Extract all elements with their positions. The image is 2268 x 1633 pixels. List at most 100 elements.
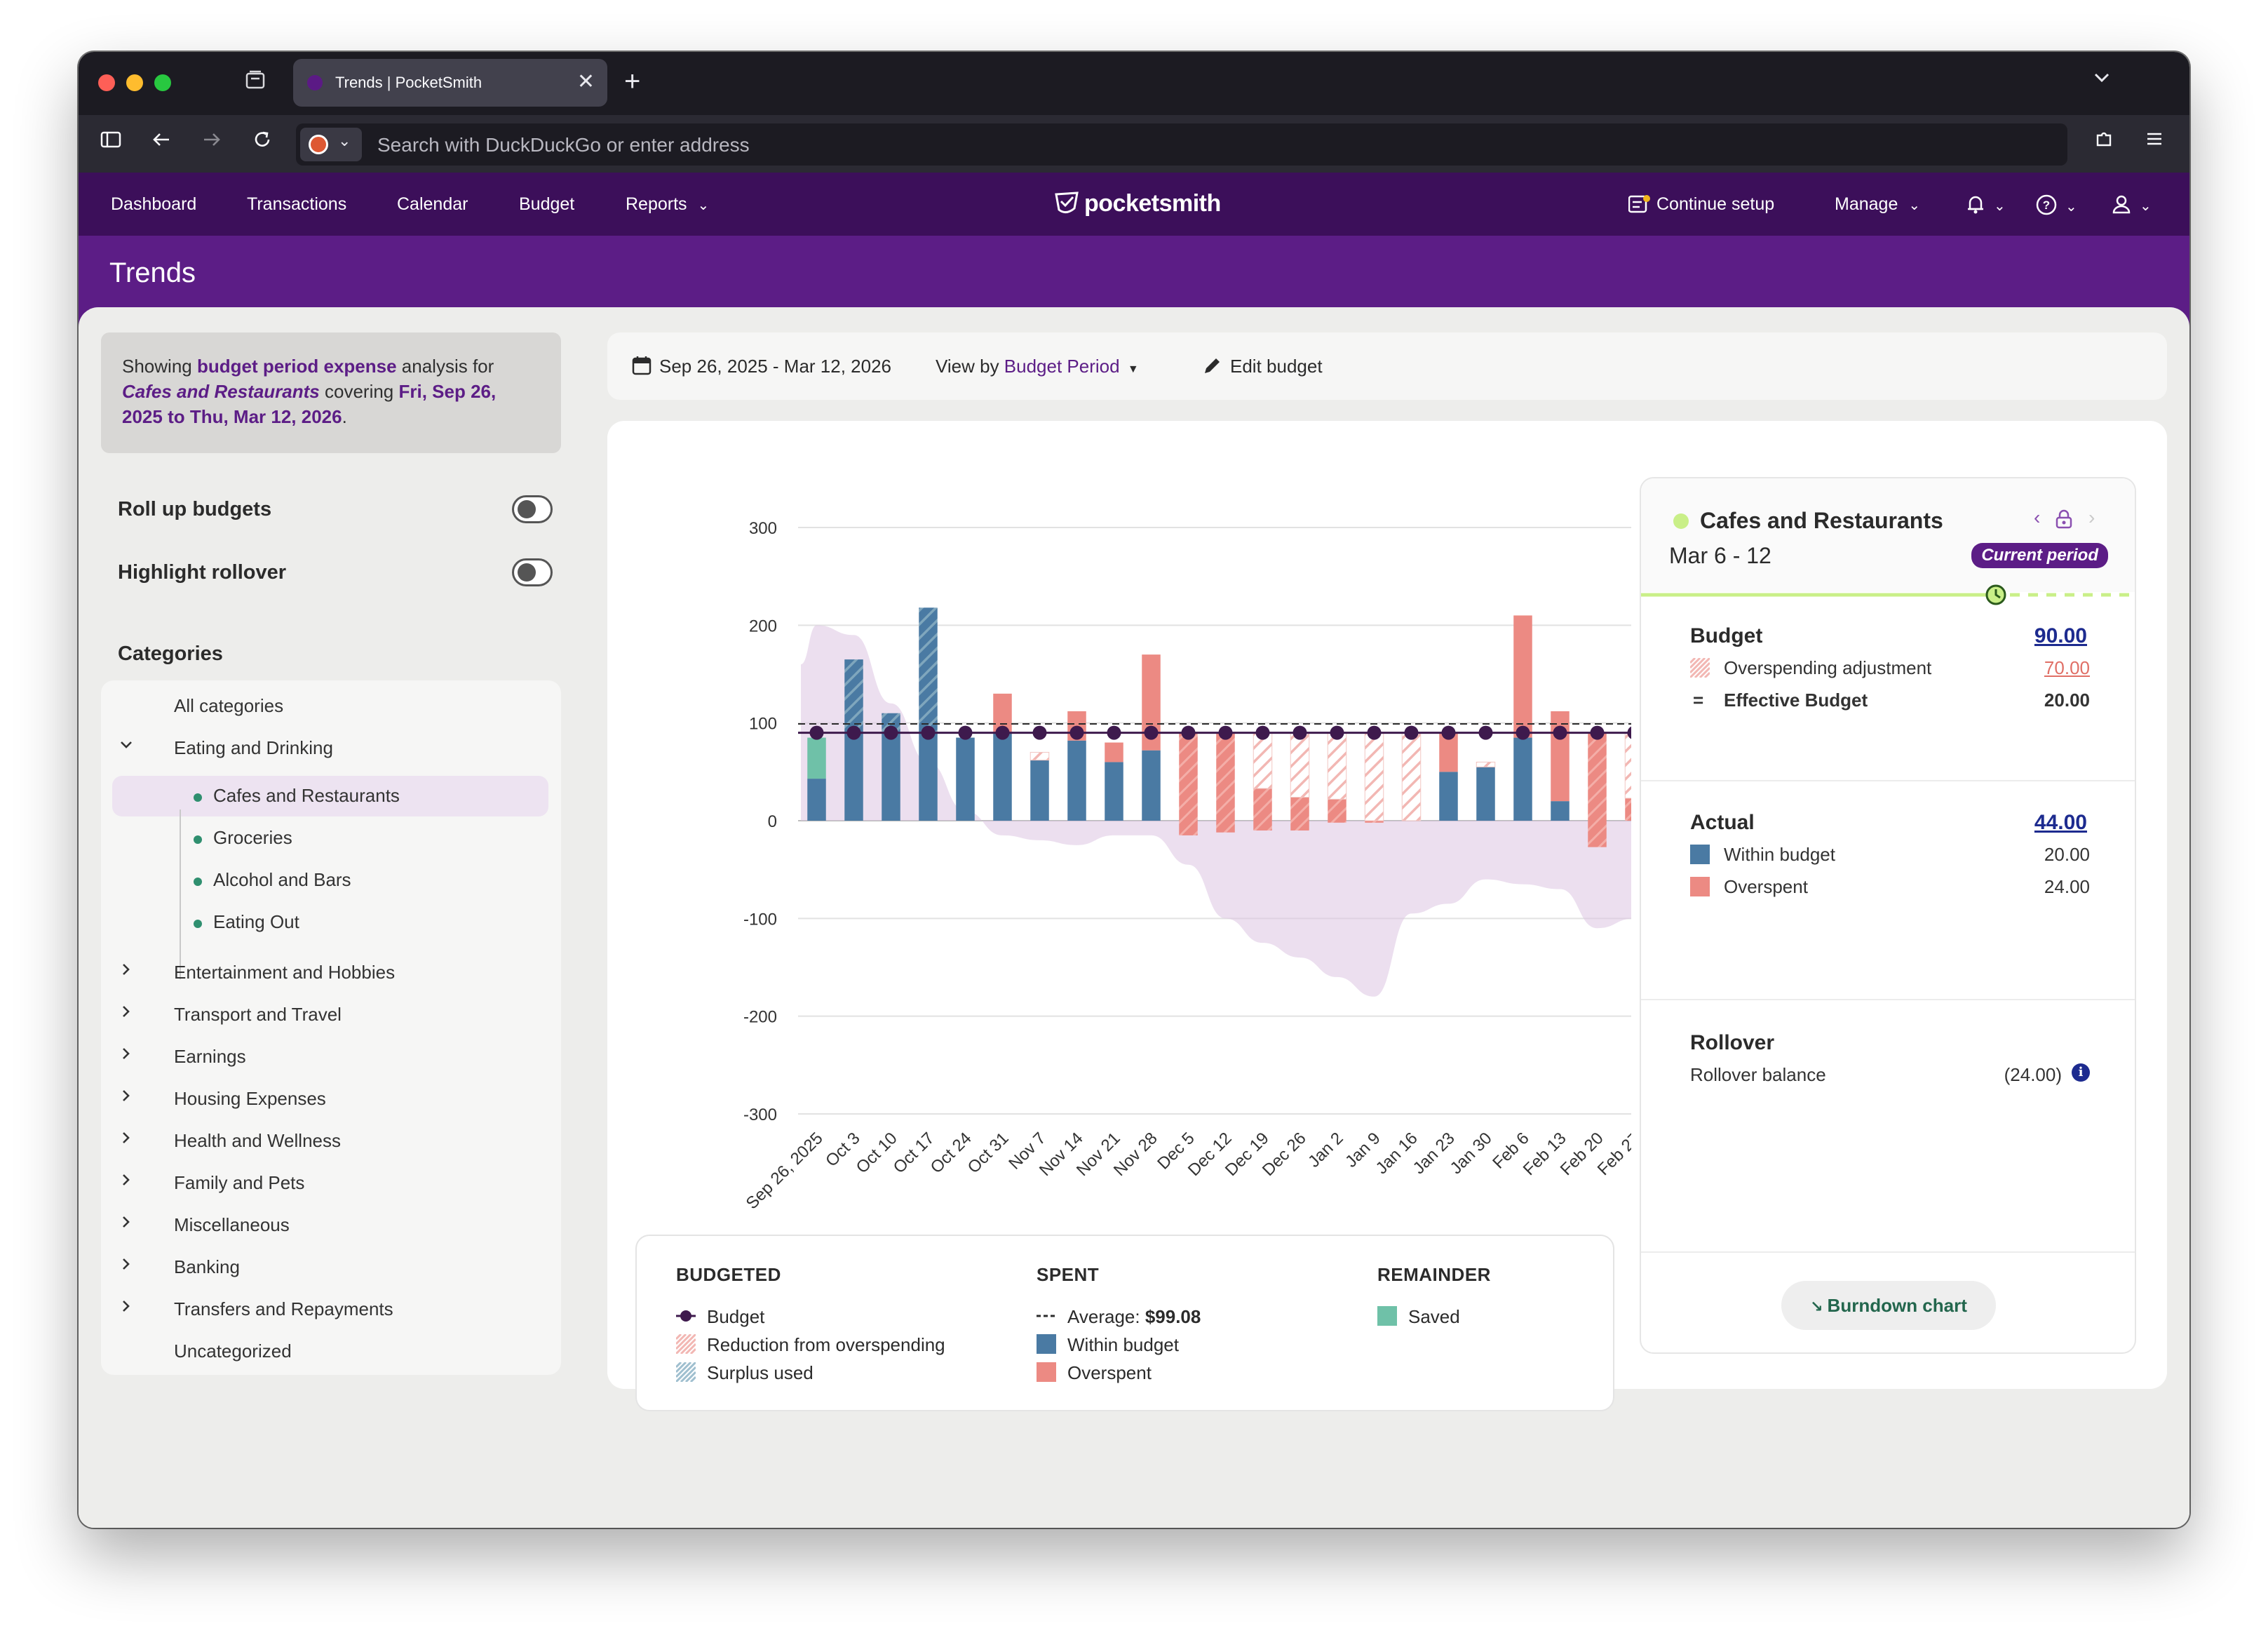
bar-within-budget bbox=[844, 732, 863, 821]
hamburger-menu-icon[interactable] bbox=[2139, 128, 2170, 159]
bar-within-budget bbox=[1030, 760, 1049, 821]
overspent-swatch bbox=[1037, 1362, 1056, 1382]
category-group[interactable]: Earnings bbox=[174, 1046, 246, 1067]
pocketsmith-logo[interactable]: pocketsmith bbox=[1053, 189, 1221, 217]
actual-value-link[interactable]: 44.00 bbox=[2034, 811, 2087, 834]
category-group[interactable]: Miscellaneous bbox=[174, 1214, 290, 1235]
roll-up-budgets-toggle[interactable] bbox=[512, 495, 553, 523]
nav-budget[interactable]: Budget bbox=[519, 194, 575, 214]
highlight-rollover-toggle[interactable] bbox=[512, 558, 553, 586]
budget-point bbox=[809, 725, 824, 740]
rollover-balance-row: Rollover balance (24.00) i bbox=[1690, 1063, 2090, 1086]
address-bar[interactable]: ⌄ Search with DuckDuckGo or enter addres… bbox=[296, 123, 2067, 166]
reload-icon[interactable] bbox=[247, 128, 278, 159]
chevron-down-icon: ⌄ bbox=[1908, 198, 1921, 213]
chevron-down-icon[interactable] bbox=[118, 737, 135, 758]
address-input[interactable]: Search with DuckDuckGo or enter address bbox=[377, 134, 750, 156]
category-all[interactable]: All categories bbox=[174, 695, 284, 716]
overspending-adjustment-value[interactable]: 70.00 bbox=[2044, 657, 2090, 678]
nav-reports[interactable]: Reports ⌄ bbox=[626, 194, 709, 216]
chevron-down-icon: ⌄ bbox=[338, 132, 351, 149]
close-window-button[interactable] bbox=[98, 74, 115, 91]
bell-icon bbox=[1968, 196, 1983, 214]
date-range-picker[interactable]: Sep 26, 2025 - Mar 12, 2026 bbox=[631, 355, 891, 377]
budget-line-swatch bbox=[676, 1310, 696, 1322]
pocketsmith-logo-icon bbox=[1055, 191, 1079, 213]
minimize-window-button[interactable] bbox=[126, 74, 143, 91]
back-arrow-icon[interactable] bbox=[146, 128, 177, 159]
category-group[interactable]: Housing Expenses bbox=[174, 1088, 326, 1109]
legend-overspent: Overspent bbox=[1067, 1362, 1152, 1383]
nav-transactions[interactable]: Transactions bbox=[247, 194, 347, 214]
y-tick-label: 0 bbox=[768, 812, 777, 831]
next-period-icon[interactable]: › bbox=[2088, 506, 2095, 528]
roll-up-budgets-label: Roll up budgets bbox=[118, 498, 272, 520]
chevron-right-icon[interactable] bbox=[118, 1214, 135, 1235]
legend-budgeted-heading: BUDGETED bbox=[676, 1264, 781, 1285]
chevron-right-icon[interactable] bbox=[118, 1045, 135, 1067]
sidebar-toggle-icon[interactable] bbox=[95, 128, 126, 159]
within-budget-swatch bbox=[1690, 845, 1710, 864]
bar-within-budget bbox=[1476, 767, 1495, 821]
categories-heading: Categories bbox=[118, 643, 223, 665]
bar-within-budget bbox=[993, 732, 1012, 821]
category-groceries[interactable]: Groceries bbox=[213, 827, 292, 848]
budget-point bbox=[995, 725, 1010, 740]
category-group[interactable]: Transfers and Repayments bbox=[174, 1298, 393, 1319]
lock-icon[interactable] bbox=[2055, 509, 2073, 529]
list-all-tabs-icon[interactable] bbox=[2091, 67, 2112, 94]
forward-arrow-icon[interactable] bbox=[196, 128, 227, 159]
continue-setup-button[interactable]: Continue setup bbox=[1628, 194, 1774, 215]
category-uncategorized[interactable]: Uncategorized bbox=[174, 1340, 292, 1362]
bar-within-budget bbox=[1513, 737, 1532, 821]
account-menu[interactable]: ⌄ bbox=[2111, 194, 2152, 217]
category-group[interactable]: Family and Pets bbox=[174, 1172, 305, 1193]
maximize-window-button[interactable] bbox=[154, 74, 171, 91]
current-period-badge: Current period bbox=[1971, 543, 2108, 568]
roll-up-budgets-row: Roll up budgets bbox=[118, 492, 553, 527]
category-group[interactable]: Health and Wellness bbox=[174, 1130, 341, 1151]
budget-point bbox=[1441, 725, 1456, 740]
extensions-icon[interactable] bbox=[2088, 128, 2119, 159]
budget-point bbox=[1478, 725, 1493, 740]
category-eating-out[interactable]: Eating Out bbox=[213, 911, 299, 932]
new-tab-icon[interactable]: + bbox=[624, 66, 641, 97]
chevron-right-icon[interactable] bbox=[118, 1298, 135, 1319]
view-by-value: Budget Period bbox=[1004, 356, 1120, 377]
site-identity-button[interactable]: ⌄ bbox=[300, 128, 362, 161]
date-range-text: Sep 26, 2025 - Mar 12, 2026 bbox=[659, 356, 892, 377]
view-by-dropdown[interactable]: View by Budget Period ▼ bbox=[936, 355, 1139, 381]
manage-label: Manage bbox=[1835, 194, 1898, 214]
info-icon[interactable]: i bbox=[2072, 1063, 2090, 1082]
budget-value-link[interactable]: 90.00 bbox=[2034, 624, 2087, 647]
period-timeline bbox=[1641, 584, 2135, 605]
help-menu[interactable]: ? ⌄ bbox=[2035, 194, 2077, 217]
previous-period-icon[interactable]: ‹ bbox=[2034, 506, 2041, 528]
category-group[interactable]: Entertainment and Hobbies bbox=[174, 962, 396, 983]
browser-tab-active[interactable]: Trends | PocketSmith ✕ bbox=[293, 59, 607, 107]
bar-overspent bbox=[1551, 711, 1570, 802]
category-group[interactable]: Transport and Travel bbox=[174, 1004, 342, 1025]
chevron-right-icon[interactable] bbox=[118, 1003, 135, 1025]
notifications-menu[interactable]: ⌄ bbox=[1965, 194, 2006, 217]
x-tick-label: Jan 16 bbox=[1372, 1129, 1422, 1178]
category-group[interactable]: Banking bbox=[174, 1256, 240, 1277]
chevron-right-icon[interactable] bbox=[118, 1171, 135, 1193]
chevron-right-icon[interactable] bbox=[118, 961, 135, 983]
nav-dashboard[interactable]: Dashboard bbox=[111, 194, 197, 214]
toggle-knob bbox=[518, 500, 536, 518]
tab-overview-icon[interactable] bbox=[241, 69, 269, 97]
chevron-right-icon[interactable] bbox=[118, 1087, 135, 1109]
edit-budget-button[interactable]: Edit budget bbox=[1202, 355, 1323, 377]
category-alcohol-and-bars[interactable]: Alcohol and Bars bbox=[213, 869, 351, 890]
chevron-right-icon[interactable] bbox=[118, 1129, 135, 1151]
category-group-eating-and-drinking[interactable]: Eating and Drinking bbox=[174, 737, 333, 758]
manage-menu[interactable]: Manage ⌄ bbox=[1835, 194, 1920, 216]
burndown-chart-button[interactable]: ↘ Burndown chart bbox=[1781, 1281, 1996, 1330]
chevron-right-icon[interactable] bbox=[118, 1256, 135, 1277]
category-cafes-and-restaurants[interactable]: Cafes and Restaurants bbox=[213, 785, 400, 806]
detail-category-title: Cafes and Restaurants bbox=[1700, 508, 1943, 533]
nav-calendar[interactable]: Calendar bbox=[397, 194, 468, 214]
close-tab-icon[interactable]: ✕ bbox=[576, 70, 595, 93]
